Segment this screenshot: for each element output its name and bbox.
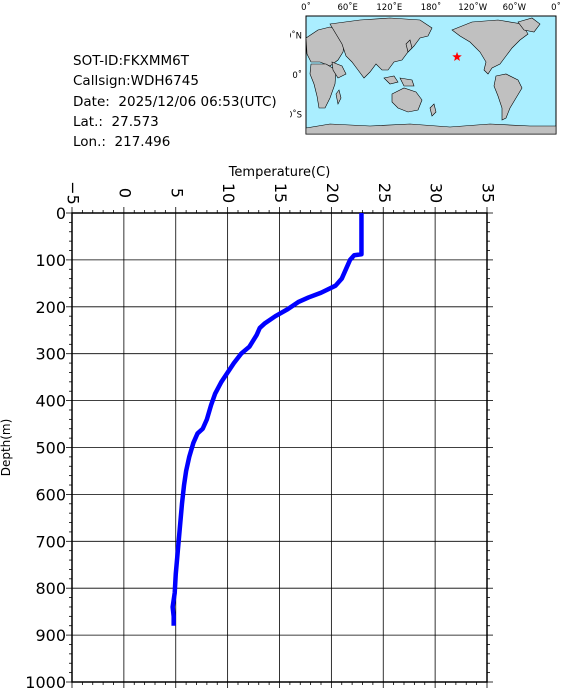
latitude-text: Lat.: 27.573 <box>73 114 159 130</box>
x-axis-tick-labels: −5 0 5 10 15 20 25 30 35 <box>64 181 498 205</box>
map-longitude-label: 60˚W <box>503 2 527 13</box>
x-tick-label: 0 <box>115 188 134 198</box>
y-tick-label: 400 <box>35 392 66 411</box>
y-axis-title: Depth(m) <box>0 419 13 477</box>
x-tick-label: −5 <box>64 181 83 205</box>
map-longitude-labels: 0˚ 60˚E 120˚E 180˚ 120˚W 60˚W 0˚ <box>301 2 561 13</box>
x-tick-label: 10 <box>219 183 238 203</box>
map-longitude-label: 0˚ <box>301 2 311 13</box>
map-longitude-label: 120˚E <box>376 2 402 13</box>
y-tick-label: 0 <box>56 204 66 223</box>
y-tick-label: 300 <box>35 345 66 364</box>
sot-id-text: SOT-ID:FKXMM6T <box>73 53 189 69</box>
map-longitude-label: 0˚ <box>551 2 561 13</box>
map-longitude-label: 60˚E <box>337 2 357 13</box>
y-tick-label: 100 <box>35 251 66 270</box>
map-land <box>305 17 557 135</box>
x-tick-label: 25 <box>375 183 394 203</box>
x-tick-label: 30 <box>427 183 446 203</box>
map-longitude-label: 180˚ <box>421 2 441 13</box>
callsign-text: Callsign:WDH6745 <box>73 73 199 89</box>
temperature-depth-chart: Temperature(C) Depth(m) −5 0 5 10 15 20 25 30 35… <box>0 165 498 690</box>
y-tick-label: 800 <box>35 579 66 598</box>
map-latitude-label: 0˚ <box>292 70 302 81</box>
x-tick-label: 15 <box>271 183 290 203</box>
series-layer <box>170 213 364 626</box>
chart-grid <box>71 212 488 683</box>
temperature-profile-line <box>170 213 364 626</box>
map-longitude-label: 120˚W <box>458 2 487 13</box>
x-tick-label: 20 <box>323 183 342 203</box>
map-latitude-label: 60˚N <box>290 31 302 42</box>
y-tick-label: 1000 <box>25 673 66 690</box>
location-map: 0˚ 60˚E 120˚E 180˚ 120˚W 60˚W 0˚ 60˚N 0˚ 60˚S <box>290 2 561 135</box>
map-latitude-labels: 60˚N 0˚ 60˚S <box>290 31 302 121</box>
date-text: Date: 2025/12/06 06:53(UTC) <box>73 94 277 110</box>
y-tick-label: 600 <box>35 485 66 504</box>
longitude-text: Lon.: 217.496 <box>73 134 171 150</box>
y-tick-label: 500 <box>35 439 66 458</box>
plot-frame <box>71 212 488 683</box>
x-axis-title: Temperature(C) <box>228 165 331 180</box>
x-tick-label: 35 <box>479 183 498 203</box>
station-marker-icon <box>452 51 462 61</box>
y-axis-tick-labels: 0 100 200 300 400 500 600 700 800 900 1000 <box>25 204 66 690</box>
y-axis-tick-marks <box>66 212 493 683</box>
y-tick-label: 900 <box>35 626 66 645</box>
map-latitude-label: 60˚S <box>290 109 302 120</box>
y-tick-label: 200 <box>35 298 66 317</box>
y-tick-label: 700 <box>35 532 66 551</box>
x-tick-label: 5 <box>167 188 186 198</box>
